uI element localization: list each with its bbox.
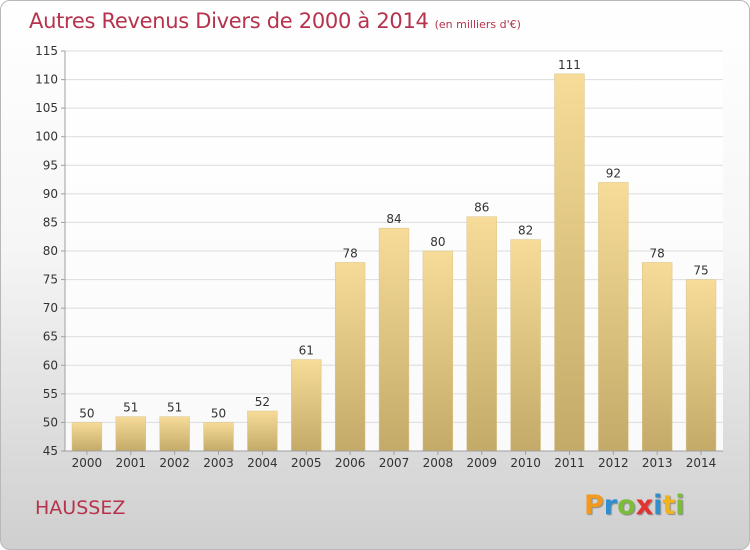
data-label-2000: 50	[79, 406, 94, 420]
data-label-2004: 52	[255, 395, 270, 409]
x-tick-label: 2000	[72, 456, 103, 470]
bar-2006	[334, 262, 366, 452]
bar-2008	[422, 250, 454, 452]
bar-2011	[554, 73, 585, 452]
bar-2003	[203, 422, 234, 452]
x-tick-label: 2005	[291, 456, 322, 470]
bar-2000	[71, 422, 103, 452]
logo-letter: i	[675, 490, 685, 521]
y-tick-label: 85	[43, 215, 58, 229]
data-label-2013: 78	[650, 246, 665, 260]
bar-2002	[159, 416, 190, 452]
data-label-2012: 92	[606, 166, 621, 180]
y-tick-label: 55	[43, 387, 58, 401]
logo-letter: x	[635, 490, 654, 521]
logo-letter: t	[662, 490, 676, 521]
y-tick-label: 110	[35, 73, 58, 87]
logo-letter: i	[653, 490, 663, 521]
bar-2013	[642, 262, 673, 452]
bar-2005	[291, 359, 322, 452]
x-tick-label: 2011	[554, 456, 585, 470]
x-tick-label: 2004	[247, 456, 278, 470]
data-label-2014: 75	[693, 264, 708, 278]
y-tick-label: 105	[35, 101, 58, 115]
y-tick-label: 100	[35, 130, 58, 144]
y-tick-label: 70	[43, 301, 58, 315]
data-label-2001: 51	[123, 401, 138, 415]
y-tick-label: 80	[43, 244, 58, 258]
data-label-2008: 80	[430, 235, 445, 249]
proxiti-logo: Proxiti	[584, 490, 685, 521]
place-name: HAUSSEZ	[35, 497, 126, 519]
data-labels: 50 51 51 50 52 61 78 84 80 86 82 111 92 78 75	[79, 58, 708, 421]
chart-subtitle: (en milliers d'€)	[434, 18, 521, 31]
x-tick-label: 2010	[510, 456, 541, 470]
bars	[71, 73, 717, 452]
data-label-2002: 51	[167, 401, 182, 415]
x-axis-ticks: 2000 2001 2002 2003 2004 2005 2006 2007 2008 2009…	[72, 451, 717, 470]
data-label-2005: 61	[299, 344, 314, 358]
bar-2001	[115, 416, 146, 452]
x-tick-label: 2006	[335, 456, 366, 470]
bar-2007	[378, 227, 410, 452]
data-label-2006: 78	[342, 246, 357, 260]
x-tick-label: 2014	[686, 456, 717, 470]
y-tick-label: 60	[43, 358, 58, 372]
x-tick-label: 2008	[423, 456, 454, 470]
y-tick-label: 75	[43, 273, 58, 287]
bar-2014	[685, 279, 717, 452]
data-label-2003: 50	[211, 406, 226, 420]
chart-title-text: Autres Revenus Divers de 2000 à 2014	[29, 9, 429, 33]
data-label-2010: 82	[518, 224, 533, 238]
y-tick-label: 45	[43, 444, 58, 458]
data-label-2007: 84	[386, 212, 401, 226]
bar-2009	[466, 216, 497, 452]
bar-2004	[247, 410, 278, 452]
y-tick-label: 95	[43, 158, 58, 172]
logo-letter: o	[617, 490, 636, 521]
logo-letter: P	[584, 490, 604, 521]
data-label-2011: 111	[558, 58, 581, 72]
y-tick-label: 115	[35, 44, 58, 58]
y-tick-label: 65	[43, 330, 58, 344]
y-axis-ticks: 45 50 55 60 65 70 75 80 85 90 95 100 105 110 115	[35, 44, 65, 458]
x-tick-label: 2013	[642, 456, 673, 470]
chart-title: Autres Revenus Divers de 2000 à 2014 (en …	[29, 9, 521, 33]
y-tick-label: 90	[43, 187, 58, 201]
x-tick-label: 2003	[203, 456, 234, 470]
x-tick-label: 2012	[598, 456, 629, 470]
x-tick-label: 2001	[116, 456, 147, 470]
x-tick-label: 2009	[466, 456, 497, 470]
data-label-2009: 86	[474, 201, 489, 215]
y-tick-label: 50	[43, 415, 58, 429]
bar-2012	[598, 182, 629, 452]
x-tick-label: 2002	[159, 456, 190, 470]
x-tick-label: 2007	[379, 456, 410, 470]
logo-letter: r	[603, 490, 618, 521]
bar-2010	[510, 239, 541, 452]
